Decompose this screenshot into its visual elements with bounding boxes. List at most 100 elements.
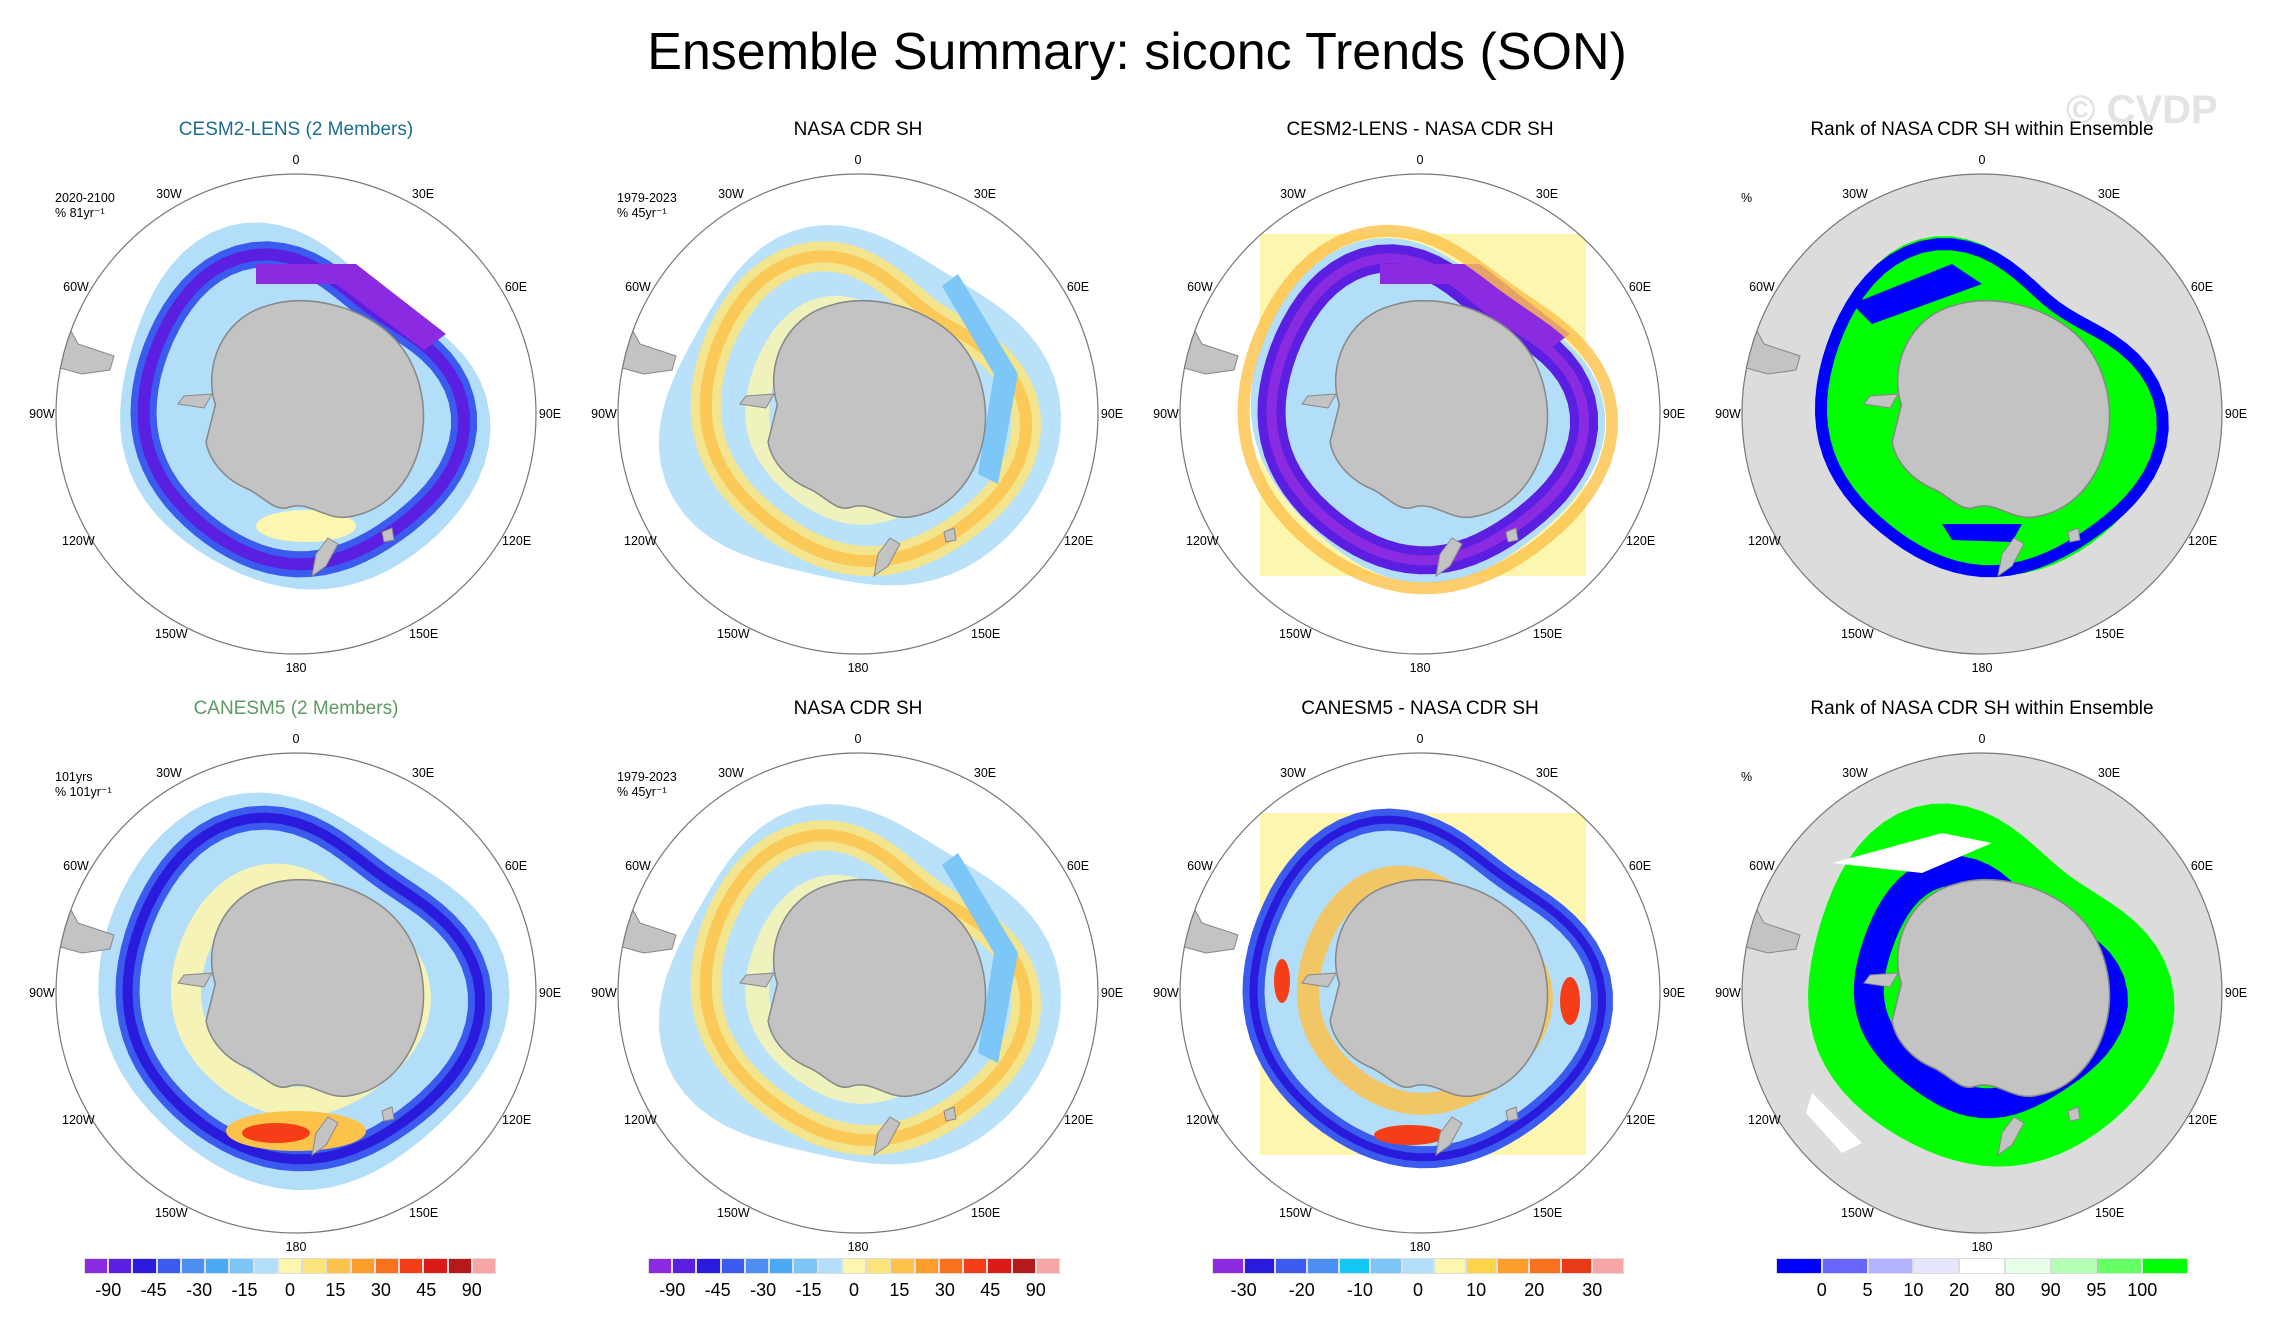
colorbar-label: 95	[2086, 1280, 2107, 1300]
colorbar-label: -20	[1288, 1280, 1315, 1300]
longitude-label: 120W	[624, 534, 657, 548]
colorbar-label: 30	[1582, 1280, 1603, 1300]
strong-positive-patch-east	[1560, 977, 1580, 1025]
longitude-label: 0	[1978, 153, 1986, 167]
antarctic-peninsula	[177, 972, 213, 988]
longitude-label: 0	[854, 153, 862, 167]
longitude-label: 60W	[63, 859, 89, 873]
strong-negative-patch	[1380, 264, 1570, 350]
colorbar-label: 15	[889, 1280, 910, 1300]
colorbar-swatch	[672, 1258, 697, 1274]
panel-title: CESM2-LENS (2 Members)	[178, 119, 414, 140]
longitude-label: 0	[854, 732, 862, 746]
longitude-label: 90W	[1715, 986, 1741, 1000]
new-zealand-land	[873, 1116, 901, 1157]
colorbar-swatch	[1338, 1258, 1371, 1274]
colorbar	[84, 1258, 496, 1274]
increase-core	[699, 250, 1033, 568]
colorbar	[1212, 1258, 1624, 1274]
colorbar-label: -30	[750, 1280, 777, 1300]
new-zealand-land	[873, 537, 901, 578]
tasmania-land	[2067, 1106, 2081, 1122]
longitude-label: 120W	[62, 534, 95, 548]
longitude-label: 60W	[1749, 280, 1775, 294]
colorbar-label: 0	[284, 1280, 295, 1300]
colorbar-swatch	[1402, 1258, 1434, 1274]
colorbar-swatch	[1035, 1258, 1060, 1274]
longitude-label: 30E	[1535, 766, 1559, 781]
increase-patch	[256, 510, 356, 542]
colorbar-label: -45	[704, 1280, 731, 1300]
polar-map	[1741, 173, 2223, 655]
polar-map	[1179, 173, 1661, 655]
colorbar-swatch	[963, 1258, 988, 1274]
longitude-label: 150W	[1841, 1205, 1874, 1220]
polar-map	[55, 173, 537, 655]
colorbar-label: 90	[1025, 1280, 1046, 1300]
longitude-label: 90W	[29, 986, 55, 1000]
colorbar-label: 90	[2040, 1280, 2061, 1300]
tasmania-land	[1505, 1106, 1519, 1122]
longitude-label: 120E	[501, 1113, 532, 1127]
antarctic-peninsula	[177, 393, 213, 409]
longitude-label: 150E	[2095, 1205, 2125, 1220]
longitude-label: 120E	[501, 534, 532, 548]
panel-info: 2020-2100 % 81yr⁻¹	[55, 191, 115, 220]
new-zealand-land	[1435, 1116, 1463, 1157]
antarctic-peninsula	[739, 972, 775, 988]
strong-positive-patch-west	[1274, 959, 1290, 1003]
colorbar-swatch	[987, 1258, 1012, 1274]
longitude-label: 120E	[2187, 534, 2218, 548]
colorbar-label: 30	[934, 1280, 955, 1300]
longitude-label: 180	[1971, 1240, 1993, 1254]
longitude-label: 90E	[1662, 407, 1686, 421]
colorbar-label: 0	[1816, 1280, 1827, 1300]
colorbar-label: -90	[95, 1280, 122, 1300]
longitude-label: 150W	[717, 1205, 750, 1220]
colorbar	[1776, 1258, 2189, 1274]
longitude-label: 180	[285, 1240, 307, 1254]
longitude-label: 120E	[1063, 1113, 1094, 1127]
colorbar-swatch	[374, 1258, 400, 1274]
polar-map	[55, 752, 537, 1234]
colorbar-swatch	[841, 1258, 867, 1274]
rank-low-patch-south	[1942, 524, 2022, 542]
new-zealand-land	[311, 1116, 339, 1157]
panel-info: 101yrs % 101yr⁻¹	[55, 770, 112, 799]
tasmania-land	[1505, 527, 1519, 543]
colorbar-swatch	[1465, 1258, 1498, 1274]
longitude-label: 60W	[1187, 280, 1213, 294]
colorbar-label: 90	[461, 1280, 482, 1300]
longitude-label: 90W	[1715, 407, 1741, 421]
colorbar-swatch	[793, 1258, 818, 1274]
antarctica-landmass	[205, 299, 425, 519]
antarctica-landmass	[1329, 878, 1549, 1098]
colorbar-swatch	[108, 1258, 133, 1274]
longitude-label: 150W	[1279, 1205, 1312, 1220]
longitude-label: 30W	[718, 766, 744, 781]
tasmania-land	[2067, 527, 2081, 543]
longitude-label: 180	[1409, 661, 1431, 675]
polar-map	[1741, 752, 2223, 1234]
positive-edge	[1237, 224, 1618, 595]
longitude-label: 0	[292, 153, 300, 167]
longitude-label: 90W	[591, 986, 617, 1000]
colorbar-swatch	[326, 1258, 351, 1274]
colorbar-swatch	[1370, 1258, 1403, 1274]
longitude-label: 60E	[504, 859, 528, 873]
rank-mid-patch-south	[1806, 1093, 1862, 1153]
strong-increase-patch	[242, 1123, 310, 1143]
colorbar-swatch	[471, 1258, 496, 1274]
longitude-label: 120W	[1748, 534, 1781, 548]
longitude-label: 0	[1416, 732, 1424, 746]
colorbar-swatch	[447, 1258, 472, 1274]
antarctica-landmass	[767, 299, 987, 519]
colorbar-swatch	[938, 1258, 964, 1274]
longitude-label: 120E	[2187, 1113, 2218, 1127]
colorbar-label: 20	[1524, 1280, 1545, 1300]
new-zealand-land	[1435, 537, 1463, 578]
longitude-label: 180	[1409, 1240, 1431, 1254]
longitude-label: 30W	[156, 187, 182, 202]
colorbar-swatch	[1592, 1258, 1624, 1274]
longitude-label: 30W	[1842, 187, 1868, 202]
